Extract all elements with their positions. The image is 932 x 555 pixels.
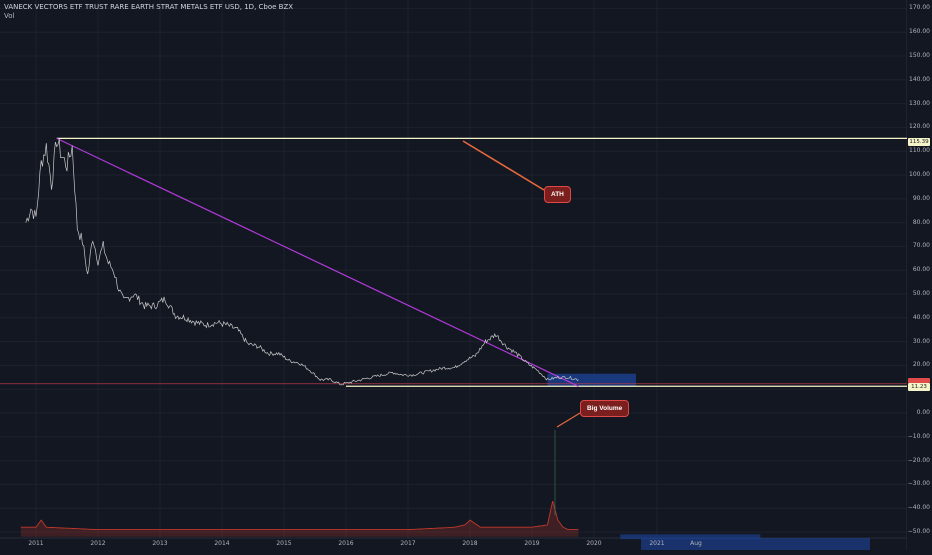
downtrend-line — [56, 137, 579, 387]
volume-arrow — [556, 412, 581, 428]
price-tick-label: 60.00 — [912, 266, 930, 274]
price-tick-label: 100.00 — [909, 171, 930, 178]
price-tick-label: 70.00 — [912, 242, 930, 250]
projection-box — [547, 373, 636, 387]
price-axis[interactable]: 170.00 160.00 150.00 140.00 130.00 120.00 110.… — [907, 0, 932, 550]
time-tick-label: 2011 — [28, 540, 44, 547]
symbol-title: VANECK VECTORS ETF TRUST RARE EARTH STRA… — [4, 3, 294, 11]
time-tick-label: 2012 — [90, 540, 106, 547]
price-series-line — [25, 139, 579, 386]
price-tag-ath: 115.39 — [908, 138, 930, 146]
price-tick-label: 140.00 — [909, 75, 930, 83]
price-tick-label: −20.00 — [907, 456, 930, 464]
ath-callout[interactable]: ATH — [544, 186, 571, 203]
price-tick-label: 130.00 — [909, 99, 930, 107]
price-tick-label: 0.00 — [916, 409, 930, 416]
chart-legend: VANECK VECTORS ETF TRUST RARE EARTH STRA… — [4, 3, 293, 21]
price-tick-label: 90.00 — [912, 194, 930, 202]
time-range-highlight — [641, 538, 870, 550]
lower-range-box — [620, 534, 761, 540]
price-tick-label: 50.00 — [912, 290, 930, 297]
price-tick-label: −30.00 — [907, 480, 930, 488]
time-tick-label: 2015 — [276, 540, 292, 547]
price-tick-label: 110.00 — [909, 147, 930, 155]
volume-legend: Vol — [4, 12, 15, 20]
volume-series-line — [20, 500, 579, 531]
time-tick-label: 2016 — [338, 540, 354, 547]
price-tick-label: 20.00 — [912, 361, 930, 369]
time-tick-label: 2013 — [152, 540, 168, 547]
ath-arrow — [462, 140, 545, 191]
time-tick-label: 2018 — [462, 540, 478, 547]
time-tick-label: 2017 — [400, 540, 416, 547]
price-tag-current: 11.23 — [908, 383, 930, 391]
big-volume-callout[interactable]: Big Volume — [580, 400, 630, 417]
price-tick-label: 80.00 — [912, 218, 930, 226]
price-tick-label: 40.00 — [912, 313, 930, 321]
price-tick-label: 160.00 — [909, 28, 930, 36]
price-tick-label: 120.00 — [909, 123, 930, 131]
price-tick-label: 170.00 — [909, 4, 930, 12]
time-tick-label: 2019 — [524, 540, 540, 547]
price-tag-last — [908, 378, 930, 383]
time-tick-label: 2014 — [214, 540, 230, 547]
time-tick-label: 2021 — [649, 540, 665, 547]
price-tick-label: 150.00 — [909, 52, 930, 59]
price-tick-label: −50.00 — [907, 528, 930, 535]
price-tick-label: −40.00 — [907, 504, 930, 512]
time-axis[interactable]: 2011 2012 2013 2014 2015 2016 2017 2018 2019 2020… — [0, 538, 907, 550]
price-tick-label: −10.00 — [907, 432, 930, 440]
time-tick-label: 2020 — [586, 540, 602, 547]
time-tick-label: Aug — [690, 540, 702, 547]
price-tick-label: 30.00 — [912, 337, 930, 345]
